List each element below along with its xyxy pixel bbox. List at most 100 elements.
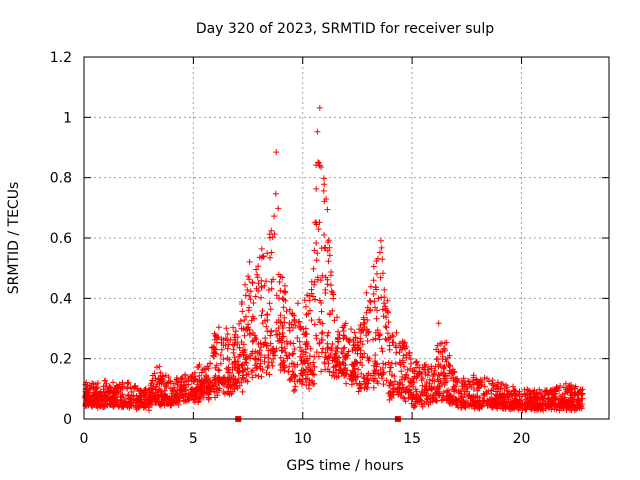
data-point bbox=[444, 395, 451, 402]
data-point bbox=[324, 332, 331, 339]
data-point bbox=[530, 400, 537, 407]
data-point bbox=[352, 334, 359, 341]
data-point bbox=[419, 382, 426, 389]
data-point bbox=[426, 380, 433, 387]
data-point bbox=[178, 382, 185, 388]
data-point bbox=[290, 324, 297, 331]
data-point bbox=[424, 395, 431, 402]
data-point bbox=[241, 317, 248, 323]
data-point bbox=[443, 388, 450, 395]
data-point bbox=[244, 287, 251, 293]
data-point bbox=[314, 128, 321, 135]
data-point bbox=[278, 337, 285, 344]
data-point bbox=[114, 402, 121, 409]
data-point bbox=[334, 314, 340, 321]
data-point bbox=[212, 346, 219, 353]
data-point bbox=[232, 339, 239, 346]
data-point bbox=[359, 326, 366, 333]
data-point bbox=[374, 270, 380, 277]
data-point bbox=[572, 383, 579, 390]
data-point bbox=[252, 372, 259, 379]
data-point bbox=[314, 274, 321, 281]
data-point bbox=[258, 283, 265, 290]
data-point bbox=[249, 374, 256, 381]
data-point bbox=[216, 385, 223, 392]
data-point bbox=[159, 376, 166, 383]
data-point bbox=[301, 369, 308, 376]
data-point bbox=[517, 403, 524, 410]
data-point bbox=[208, 385, 215, 392]
data-point bbox=[259, 366, 266, 373]
data-point bbox=[441, 363, 448, 370]
data-point bbox=[297, 377, 304, 384]
data-point bbox=[372, 352, 379, 358]
data-point bbox=[311, 321, 318, 328]
data-point bbox=[332, 363, 339, 370]
data-point bbox=[431, 378, 438, 385]
data-point bbox=[164, 394, 171, 401]
data-point bbox=[390, 386, 397, 393]
data-point bbox=[92, 381, 99, 388]
data-point bbox=[238, 339, 245, 345]
data-point bbox=[267, 340, 274, 347]
y-tick-label: 1.2 bbox=[50, 50, 72, 66]
data-point bbox=[207, 389, 214, 395]
data-point bbox=[445, 362, 452, 369]
data-point bbox=[173, 398, 180, 404]
data-point bbox=[562, 380, 569, 387]
data-point bbox=[133, 399, 140, 406]
data-point bbox=[195, 398, 202, 405]
data-point bbox=[528, 406, 535, 413]
data-point bbox=[433, 390, 440, 396]
data-point bbox=[231, 334, 238, 341]
data-point bbox=[423, 398, 430, 405]
data-point bbox=[240, 367, 247, 374]
data-point bbox=[521, 401, 528, 408]
data-point bbox=[533, 395, 540, 402]
data-point bbox=[154, 381, 161, 388]
x-tick-label: 10 bbox=[294, 431, 312, 447]
data-point bbox=[363, 326, 370, 333]
data-point bbox=[382, 361, 389, 368]
data-point bbox=[290, 388, 297, 394]
data-point bbox=[319, 272, 326, 279]
data-point bbox=[355, 366, 362, 373]
data-point bbox=[267, 254, 273, 261]
data-point bbox=[560, 384, 567, 391]
data-point bbox=[401, 363, 408, 370]
data-point bbox=[393, 329, 400, 336]
data-point bbox=[305, 360, 311, 367]
data-point bbox=[139, 400, 146, 407]
data-point bbox=[494, 401, 501, 408]
data-point bbox=[461, 382, 468, 388]
data-point bbox=[319, 329, 326, 336]
data-point bbox=[204, 363, 211, 370]
data-point bbox=[217, 352, 224, 358]
data-point bbox=[370, 370, 377, 377]
data-point bbox=[360, 314, 367, 321]
data-point bbox=[192, 391, 199, 398]
data-point bbox=[322, 366, 329, 373]
data-point bbox=[298, 370, 305, 377]
data-point bbox=[170, 380, 177, 387]
data-point bbox=[353, 380, 360, 387]
data-point bbox=[366, 297, 373, 304]
data-point bbox=[310, 381, 316, 387]
data-point bbox=[156, 363, 163, 370]
data-point bbox=[423, 392, 430, 399]
data-point bbox=[234, 367, 241, 374]
data-point bbox=[102, 383, 109, 390]
data-point bbox=[239, 368, 246, 375]
data-point bbox=[310, 265, 317, 272]
data-point bbox=[239, 388, 246, 395]
data-point bbox=[294, 378, 301, 385]
data-point bbox=[206, 378, 213, 385]
data-point bbox=[464, 388, 471, 395]
data-point bbox=[364, 376, 371, 382]
data-point bbox=[519, 407, 526, 414]
data-point bbox=[334, 336, 341, 343]
data-point bbox=[234, 358, 241, 365]
data-point bbox=[512, 388, 519, 395]
data-point bbox=[388, 394, 395, 401]
data-point bbox=[446, 400, 453, 407]
